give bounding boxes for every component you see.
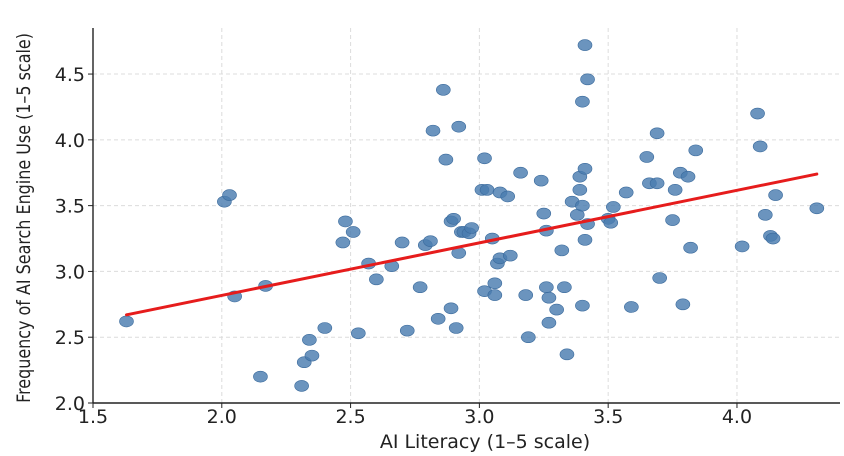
data-point (317, 322, 333, 334)
data-point (451, 120, 467, 133)
data-point (572, 184, 588, 196)
data-point (338, 215, 353, 228)
regression-line (124, 172, 819, 317)
data-point (554, 244, 570, 257)
data-point (639, 151, 655, 163)
data-point (533, 174, 549, 187)
data-point (487, 289, 503, 301)
data-point (577, 39, 593, 51)
data-point (412, 281, 428, 294)
y-tick-label: 3.5 (55, 196, 85, 218)
data-point (464, 222, 479, 234)
data-point (448, 322, 464, 334)
data-point (430, 312, 446, 325)
x-tick-label: 3.5 (593, 406, 623, 428)
y-tick-label: 4.0 (55, 130, 85, 152)
data-point (606, 201, 621, 213)
data-point (425, 124, 441, 137)
data-point (675, 298, 691, 311)
axes (88, 28, 840, 408)
data-point (683, 241, 698, 254)
data-point (436, 84, 451, 96)
data-point (294, 380, 309, 392)
data-point (536, 207, 552, 220)
y-tick-label: 4.5 (55, 64, 85, 86)
data-point (487, 277, 503, 290)
data-point (757, 209, 773, 221)
data-point (557, 281, 572, 294)
data-point (667, 184, 683, 196)
data-point (541, 291, 557, 304)
data-point (513, 166, 528, 179)
data-point (665, 214, 680, 226)
y-tick-label: 3.0 (55, 261, 85, 283)
data-point (253, 370, 268, 383)
data-point (443, 302, 459, 315)
data-point (575, 199, 590, 212)
data-point (750, 107, 765, 120)
data-point (119, 315, 134, 328)
data-point (577, 162, 593, 175)
x-tick-label: 2.0 (207, 406, 237, 428)
data-point (399, 324, 415, 337)
x-axis-title: AI Literacy (1–5 scale) (380, 431, 590, 452)
y-axis-title: Frequency of AI Search Engine Use (1–5 s… (14, 33, 36, 403)
data-point (446, 212, 461, 225)
data-point (335, 236, 351, 249)
data-point (603, 216, 619, 229)
tick-labels: 1.5 2.0 2.5 3.0 3.5 4.02.02.53.03.54.04.5 (55, 64, 752, 428)
data-point (580, 73, 595, 86)
data-point (394, 236, 410, 249)
data-point (345, 226, 361, 238)
data-point (539, 281, 554, 294)
data-point (304, 349, 320, 362)
data-point (652, 272, 667, 284)
regression-line-group (124, 172, 819, 317)
data-point (438, 153, 454, 166)
x-tick-label: 3.0 (464, 406, 494, 428)
data-point (479, 184, 495, 196)
gridlines (92, 28, 840, 404)
data-point (369, 273, 384, 286)
data-point (649, 177, 665, 190)
x-tick-label: 2.5 (335, 406, 365, 428)
y-tick-label: 2.0 (55, 393, 85, 415)
data-point (688, 144, 704, 157)
data-point (222, 189, 237, 201)
data-point (577, 234, 593, 246)
data-point (502, 249, 518, 262)
data-point (541, 316, 557, 329)
data-point (809, 202, 825, 215)
data-points (119, 39, 825, 392)
data-point (649, 127, 665, 140)
data-point (768, 189, 783, 201)
data-point (549, 303, 564, 316)
data-point (752, 140, 768, 153)
data-point (734, 240, 750, 253)
data-point (351, 327, 366, 340)
x-tick-label: 1.5 (78, 406, 108, 428)
data-point (575, 299, 590, 312)
data-point (624, 301, 639, 313)
y-tick-label: 2.5 (55, 327, 85, 349)
data-point (518, 289, 534, 301)
data-point (680, 170, 696, 183)
data-point (477, 152, 492, 165)
data-point (302, 334, 317, 346)
data-point (521, 331, 536, 344)
data-point (575, 95, 590, 108)
data-point (765, 232, 781, 245)
data-point (500, 190, 516, 203)
data-point (559, 348, 575, 361)
data-point (618, 186, 634, 199)
data-point (423, 235, 438, 247)
x-tick-label: 4.0 (722, 406, 752, 428)
